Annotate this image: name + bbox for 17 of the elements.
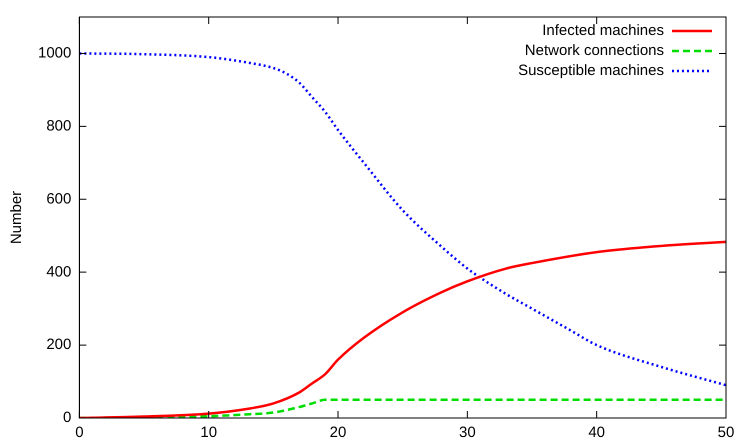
x-tick-label: 20 [330,424,346,442]
y-tick-label: 200 [46,336,72,354]
y-axis-title: Number [8,190,26,244]
y-tick-label: 400 [46,263,72,280]
x-tick-label: 50 [718,424,734,442]
y-tick-label: 1000 [38,44,72,62]
x-tick-label: 30 [459,424,476,442]
legend-label: Susceptible machines [518,62,664,80]
y-tick-label: 0 [63,409,72,426]
line-series [79,240,726,418]
y-tick-label: 600 [46,190,72,208]
x-tick-label: 40 [588,424,606,442]
legend-label: Network connections [524,42,664,60]
y-tick-label: 800 [46,118,72,135]
x-tick-label: 10 [200,424,218,442]
legend-label: Infected machines [542,22,664,40]
x-tick-label: 0 [75,424,84,442]
